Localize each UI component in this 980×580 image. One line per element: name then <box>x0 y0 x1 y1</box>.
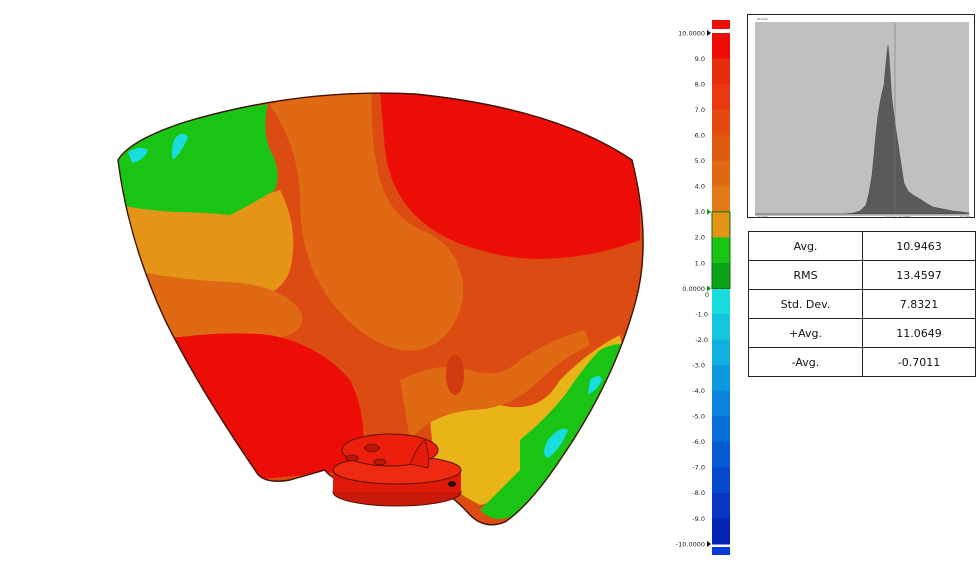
histogram-x-left-label: -10.000 <box>756 215 768 219</box>
color-scale-marker[interactable] <box>707 541 711 547</box>
histogram-distribution <box>755 44 970 215</box>
orange-patch-lower <box>400 330 590 440</box>
color-scale-tick-label: -9.0 <box>692 515 705 523</box>
cyan-spot-lower-right <box>544 428 568 458</box>
statistics-table: Avg. 10.9463 RMS 13.4597 Std. Dev. 7.8321 +Avg… <box>748 231 976 377</box>
color-scale-tick-label: 6.0 <box>695 132 705 140</box>
stats-value: 10.9463 <box>862 231 976 261</box>
green-region-top-left <box>118 104 278 215</box>
histogram-plot-area <box>755 22 969 216</box>
histogram-x-center-label: Average 10.9463 <box>885 215 911 219</box>
color-scale-band <box>712 314 730 341</box>
color-scale-band <box>712 84 730 111</box>
color-scale-tick-label: 5.0 <box>695 157 705 165</box>
red-region-right <box>380 93 640 259</box>
dark-spot-center <box>446 355 464 395</box>
stats-value: 7.8321 <box>862 289 976 319</box>
histogram-title: W-Scan <box>757 17 768 21</box>
color-scale-band <box>712 160 730 187</box>
green-region-lower-right <box>480 344 625 519</box>
stats-row: Std. Dev. 7.8321 <box>748 289 976 319</box>
stats-label: Avg. <box>748 231 863 261</box>
stats-row: +Avg. 11.0649 <box>748 318 976 348</box>
stats-label: RMS <box>748 260 863 290</box>
stats-row: RMS 13.4597 <box>748 260 976 290</box>
color-scale-band <box>712 339 730 366</box>
color-scale-tick-label: -8.0 <box>692 489 705 497</box>
color-scale-band <box>712 237 730 264</box>
stats-row: Avg. 10.9463 <box>748 231 976 261</box>
stats-label: +Avg. <box>748 318 863 348</box>
color-scale-tick-label: 3.0 <box>695 208 705 216</box>
stats-label: -Avg. <box>748 347 863 377</box>
cyan-spot-top-left-2 <box>171 133 188 160</box>
color-scale-tick-label: -3.0 <box>692 361 705 369</box>
color-scale-band <box>712 492 730 519</box>
color-scale-tick-label: -4.0 <box>692 387 705 395</box>
histogram-chart: W-Scan -10.000 10.000 Average 10.9463 <box>755 17 971 219</box>
color-scale-band <box>712 211 730 238</box>
histogram-panel[interactable]: W-Scan -10.000 10.000 Average 10.9463 <box>747 14 975 219</box>
color-scale-tick-label: 1.0 <box>695 259 705 267</box>
color-scale-band <box>712 518 730 545</box>
color-scale-band <box>712 135 730 162</box>
color-scale-band <box>712 33 730 60</box>
red-region-left-bottom <box>160 333 364 480</box>
cyan-spot-lower-right-2 <box>588 376 602 394</box>
color-scale-tick-label: -10.0000 <box>676 540 705 548</box>
color-scale-tick-label: 0 <box>705 291 709 299</box>
color-scale-bar: 10.0000 9.0 8.0 7.0 6.0 5.0 4.0 3.0 2.0 1.0 0.0000… <box>676 20 731 555</box>
color-scale-marker[interactable] <box>707 208 711 215</box>
color-scale-tick-label: 10.0000 <box>678 29 705 37</box>
orange-band-left <box>130 270 303 343</box>
stats-value: -0.7011 <box>862 347 976 377</box>
color-scale-tick-label: -7.0 <box>692 464 705 472</box>
color-scale-tick-label: 0.0000 <box>682 285 705 293</box>
color-scale-tick-label: -5.0 <box>692 413 705 421</box>
stats-value: 11.0649 <box>862 318 976 348</box>
part-surface <box>118 93 644 525</box>
color-scale-tick-label: -6.0 <box>692 438 705 446</box>
color-scale-tick-label: 4.0 <box>695 183 705 191</box>
color-scale-underflow-cap <box>712 547 730 555</box>
color-scale-band <box>712 288 730 315</box>
color-scale-marker[interactable] <box>707 285 711 292</box>
orange-band <box>270 93 464 351</box>
color-scale-band <box>712 58 730 85</box>
base-hub <box>332 433 462 507</box>
color-scale-band <box>712 186 730 213</box>
color-scale-band <box>712 467 730 494</box>
amber-patch-lower <box>430 335 625 505</box>
color-scale-band <box>712 441 730 468</box>
color-scale-band <box>712 390 730 417</box>
color-scale-band <box>712 262 730 289</box>
color-scale-overflow-cap <box>712 20 730 29</box>
tolerance-band-frame <box>711 211 731 290</box>
histogram-x-right-label: 10.000 <box>960 215 971 219</box>
color-scale-tick-label: 8.0 <box>695 80 705 88</box>
color-scale-marker[interactable] <box>707 30 711 36</box>
cyan-spot-top-left-1 <box>128 147 148 163</box>
stats-row: -Avg. -0.7011 <box>748 347 976 377</box>
deviation-color-map-view[interactable] <box>0 0 680 580</box>
color-scale-segments <box>711 20 731 555</box>
color-scale-band <box>712 365 730 392</box>
part-outline <box>117 92 644 526</box>
color-scale-ticks: 10.0000 9.0 8.0 7.0 6.0 5.0 4.0 3.0 2.0 1.0 0.0000… <box>676 29 711 548</box>
color-scale-band <box>712 109 730 136</box>
color-scale-band <box>712 416 730 443</box>
color-scale-tick-label: 9.0 <box>695 55 705 63</box>
color-scale-tick-label: 2.0 <box>695 234 705 242</box>
color-scale-tick-label: -2.0 <box>695 336 708 344</box>
color-scale-tick-label: 7.0 <box>695 106 705 114</box>
stats-label: Std. Dev. <box>748 289 863 319</box>
stats-value: 13.4597 <box>862 260 976 290</box>
color-scale-tick-label: -1.0 <box>695 310 708 318</box>
